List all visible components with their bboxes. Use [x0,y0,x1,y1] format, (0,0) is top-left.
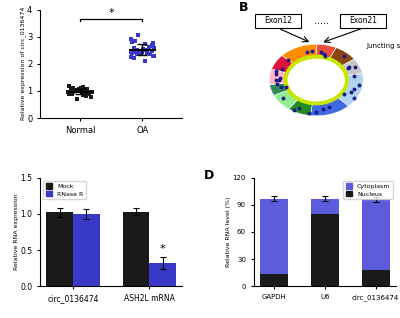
Point [80,91,86,96]
Point [128,49,134,54]
Point [150,41,156,46]
Point [149,42,155,47]
Point [88,94,95,100]
Point [72,88,78,93]
Point [140,46,146,52]
Bar [311,198,339,214]
Text: B: B [239,1,249,14]
Wedge shape [342,59,362,76]
Bar [123,212,149,286]
Point [150,54,156,59]
Point [74,96,80,101]
Text: Juncting site: Juncting site [366,44,400,49]
Bar [73,214,100,286]
Text: .....: ..... [314,16,330,26]
Point [66,84,72,89]
Bar [260,198,288,273]
Point [89,90,95,95]
Wedge shape [269,69,286,85]
Bar [311,214,339,286]
Wedge shape [310,97,348,116]
Point [130,50,136,55]
Text: *: * [108,9,114,18]
Point [141,42,148,47]
FancyBboxPatch shape [255,14,300,28]
Wedge shape [272,56,294,73]
Point [76,86,82,91]
Bar [149,263,176,286]
Point [75,88,82,93]
Point [143,48,149,53]
Point [86,91,92,96]
Bar [46,212,73,286]
Point [79,84,86,89]
Point [134,52,140,57]
Y-axis label: Relative expression of circ_0136474: Relative expression of circ_0136474 [20,7,26,121]
Point [135,33,141,38]
Point [131,45,138,51]
Point [128,37,134,42]
Point [139,49,145,54]
Point [146,45,152,50]
Point [84,86,90,91]
Point [65,90,72,95]
Point [132,38,138,43]
Point [66,91,72,96]
Point [144,50,150,55]
Point [128,54,134,59]
Point [69,89,76,94]
Text: *: * [160,244,166,254]
Point [68,92,75,97]
Text: D: D [204,169,214,182]
Point [150,53,157,58]
Point [140,46,146,52]
Point [80,88,86,93]
Wedge shape [330,48,354,66]
Point [70,86,76,91]
Point [69,88,76,93]
Wedge shape [289,99,312,115]
Text: Exon12: Exon12 [264,17,292,25]
Legend: Mock, RNase R: Mock, RNase R [43,181,86,199]
Point [83,93,89,98]
Point [150,44,156,49]
Point [134,47,141,52]
Point [72,88,78,93]
Point [129,39,135,45]
Bar [362,270,390,286]
Wedge shape [274,90,298,109]
Wedge shape [282,44,316,64]
Point [85,90,92,95]
Point [142,59,148,64]
Wedge shape [338,73,363,106]
Y-axis label: Relative RNA expression: Relative RNA expression [14,194,19,270]
Point [138,50,144,55]
Point [150,45,157,50]
Point [133,48,139,53]
Legend: Cytoplasm, Nucleus: Cytoplasm, Nucleus [343,181,393,199]
Point [82,91,88,96]
Text: Exon21: Exon21 [349,17,377,25]
Point [146,52,153,57]
Point [78,88,84,93]
Bar [362,199,390,270]
Bar [260,273,288,286]
Point [70,89,76,94]
Point [68,88,74,93]
Point [80,93,86,98]
Point [129,51,135,56]
FancyBboxPatch shape [340,14,386,28]
Point [68,92,75,97]
Point [72,87,78,92]
Point [74,87,80,92]
Wedge shape [270,83,288,95]
Point [77,85,84,90]
Point [149,48,156,53]
Point [131,56,137,61]
Y-axis label: Relative RNA level (%): Relative RNA level (%) [226,197,231,267]
Wedge shape [316,44,336,59]
